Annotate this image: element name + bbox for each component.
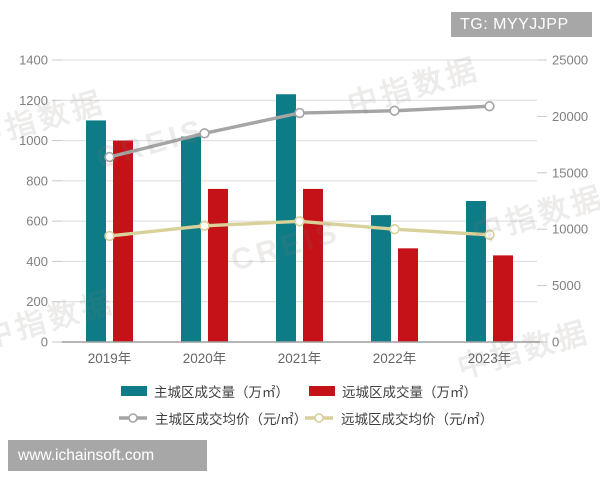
- marker-series1-2023年: [484, 229, 495, 241]
- marker-series0-2019年: [104, 151, 115, 163]
- bar-series1-2021年: [303, 188, 323, 342]
- legend-label: 远城区成交均价（元/㎡）: [341, 411, 494, 427]
- bar-series0-2023年: [466, 201, 486, 342]
- legend-label: 远城区成交量（万㎡）: [342, 384, 477, 400]
- tag-badge: TG: MYYJJPP: [451, 12, 592, 37]
- left-axis-tick-label: 1000: [19, 133, 48, 148]
- left-axis-tick-label: 400: [26, 254, 48, 269]
- line-series-0: [104, 101, 495, 163]
- outer-district-price-swatch: [305, 412, 333, 423]
- legend-label: 主城区成交均价（元/㎡）: [155, 411, 308, 427]
- legend-label: 主城区成交量（万㎡）: [154, 384, 289, 400]
- right-axis-tick-label: 15000: [552, 165, 588, 180]
- x-axis-category-label: 2019年: [88, 351, 132, 366]
- line-series-1: [104, 216, 495, 242]
- bar-series1-2019年: [113, 140, 133, 342]
- bar-series0-2022年: [371, 215, 391, 342]
- chart-legend: 主城区成交量（万㎡） 远城区成交量（万㎡） 主城区成交均价（元/㎡）: [0, 377, 600, 431]
- left-axis-tick-label: 200: [26, 294, 48, 309]
- bar-series1-2020年: [208, 188, 228, 342]
- marker-series0-2023年: [484, 101, 495, 112]
- legend-main-district-volume: 主城区成交量（万㎡）: [121, 377, 289, 404]
- site-watermark-bar: www.ichainsoft.com: [8, 440, 207, 471]
- bar-series0-2020年: [181, 136, 201, 342]
- marker-series0-2020年: [199, 128, 210, 139]
- bars-layer: [86, 94, 513, 342]
- left-axis-tick-label: 1200: [19, 93, 48, 108]
- marker-series0-2022年: [389, 105, 400, 116]
- main-district-price-swatch: [119, 412, 147, 423]
- left-axis-tick-label: 600: [26, 214, 48, 229]
- left-axis-tick-label: 0: [41, 335, 48, 350]
- marker-series0-2021年: [294, 107, 305, 119]
- legend-row-volumes: 主城区成交量（万㎡） 远城区成交量（万㎡）: [0, 377, 600, 404]
- legend-outer-district-volume: 远城区成交量（万㎡）: [309, 377, 477, 404]
- x-axis-category-label: 2020年: [183, 351, 227, 366]
- main-district-volume-swatch: [121, 385, 147, 396]
- bar-series1-2022年: [398, 248, 418, 342]
- bar-series1-2023年: [493, 255, 513, 342]
- legend-row-prices: 主城区成交均价（元/㎡） 远城区成交均价（元/㎡）: [0, 404, 600, 431]
- bar-series0-2019年: [86, 120, 106, 342]
- marker-series1-2019年: [104, 230, 115, 242]
- bar-series0-2021年: [276, 94, 296, 342]
- marker-series1-2020年: [199, 220, 210, 232]
- right-axis-tick-label: 20000: [552, 109, 588, 124]
- left-axis-tick-label: 1400: [19, 53, 48, 68]
- legend-main-district-price: 主城区成交均价（元/㎡）: [118, 404, 307, 431]
- grid-layer: 0 200 400 600 800 1000 1200 1400 0 5000 10000 15000…: [19, 53, 588, 350]
- outer-district-volume-swatch: [309, 385, 335, 396]
- marker-series1-2021年: [294, 216, 305, 227]
- right-axis-tick-label: 0: [552, 335, 559, 350]
- x-axis-category-label: 2021年: [278, 351, 322, 366]
- right-axis-tick-label: 25000: [552, 53, 588, 68]
- x-axis-category-label: 2022年: [373, 351, 417, 366]
- legend-outer-district-price: 远城区成交均价（元/㎡）: [304, 404, 493, 431]
- left-axis-tick-label: 800: [26, 173, 48, 188]
- right-axis-tick-label: 10000: [552, 222, 588, 237]
- x-axis-category-label: 2023年: [468, 351, 512, 366]
- right-axis-tick-label: 5000: [552, 278, 581, 293]
- marker-series1-2022年: [389, 224, 400, 235]
